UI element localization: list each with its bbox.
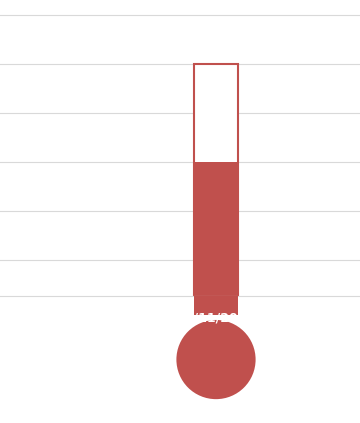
Bar (194, 290, 238, 315)
Text: 11/11/2015: 11/11/2015 (176, 311, 256, 324)
Bar (194, 162, 238, 309)
Bar (194, 64, 238, 309)
Ellipse shape (176, 320, 256, 399)
